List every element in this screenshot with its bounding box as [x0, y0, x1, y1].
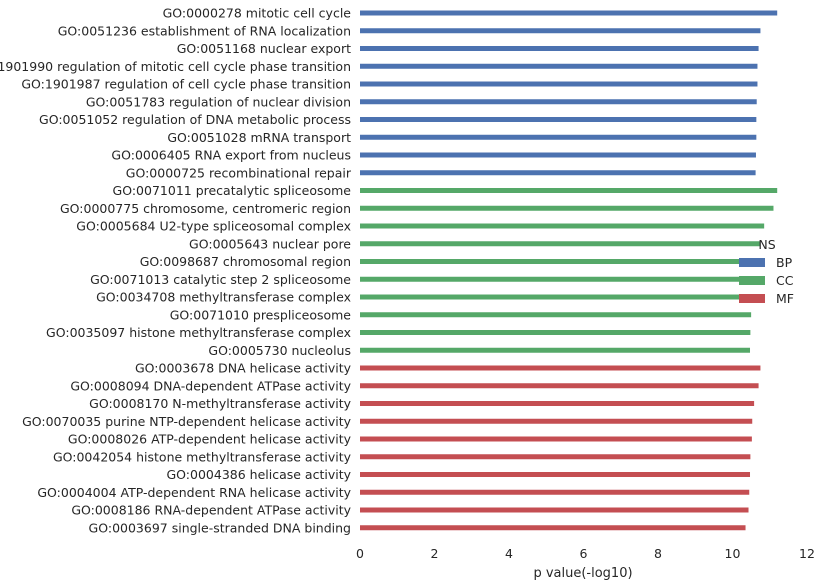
category-label-28: GO:0008186 RNA-dependent ATPase activity: [71, 503, 351, 518]
bar-14: [360, 259, 757, 264]
bar-18: [360, 330, 751, 335]
legend-swatch-mf: [739, 294, 765, 303]
bar-3: [360, 63, 758, 69]
x-axis-title: p value(-log10): [533, 566, 632, 581]
category-label-23: GO:0070035 purine NTP-dependent helicase…: [22, 414, 352, 429]
bar-27: [360, 489, 750, 495]
bars-group: [360, 10, 778, 531]
bar-22: [360, 401, 755, 406]
category-label-26: GO:0004386 helicase activity: [166, 467, 351, 482]
category-label-29: GO:0003697 single-stranded DNA binding: [89, 520, 351, 535]
category-label-16: GO:0034708 methyltransferase complex: [96, 290, 351, 305]
category-label-17: GO:0071010 prespliceosome: [170, 307, 352, 322]
legend-label-cc: CC: [776, 273, 794, 288]
category-label-22: GO:0008170 N-methyltransferase activity: [89, 396, 351, 411]
category-label-1: GO:0051236 establishment of RNA localiza…: [58, 23, 351, 38]
category-label-8: GO:0006405 RNA export from nucleus: [111, 148, 351, 163]
bar-5: [360, 99, 757, 105]
bar-26: [360, 472, 751, 477]
category-label-9: GO:0000725 recombinational repair: [126, 165, 352, 180]
category-label-24: GO:0008026 ATP-dependent helicase activi…: [68, 432, 352, 447]
category-label-7: GO:0051028 mRNA transport: [167, 130, 351, 145]
bar-4: [360, 81, 758, 87]
x-tick-label-2: 4: [505, 546, 513, 561]
x-tick-label-1: 2: [431, 546, 439, 561]
category-label-25: GO:0042054 histone methyltransferase act…: [53, 449, 352, 464]
category-label-0: GO:0000278 mitotic cell cycle: [163, 6, 352, 21]
bar-23: [360, 418, 753, 424]
x-tick-label-0: 0: [356, 546, 364, 561]
category-label-5: GO:0051783 regulation of nuclear divisio…: [86, 94, 351, 109]
bar-9: [360, 170, 756, 176]
bar-15: [360, 276, 755, 282]
legend-label-mf: MF: [776, 291, 794, 306]
bar-25: [360, 454, 751, 460]
bar-2: [360, 46, 759, 51]
bar-8: [360, 152, 756, 158]
category-label-3: GO:1901990 regulation of mitotic cell cy…: [0, 59, 351, 74]
legend: NS BP CC MF: [739, 237, 794, 306]
x-tick-label-3: 6: [580, 546, 588, 561]
bar-11: [360, 205, 774, 211]
bar-21: [360, 383, 759, 389]
x-tick-label-6: 12: [799, 546, 815, 561]
category-label-19: GO:0005730 nucleolus: [208, 343, 351, 358]
bar-13: [360, 241, 761, 247]
category-label-11: GO:0000775 chromosome, centromeric regio…: [60, 201, 351, 216]
bar-6: [360, 117, 757, 122]
x-tick-label-5: 10: [725, 546, 741, 561]
bar-0: [360, 10, 778, 16]
legend-title: NS: [758, 237, 775, 252]
category-label-13: GO:0005643 nuclear pore: [189, 236, 351, 251]
category-label-10: GO:0071011 precatalytic spliceosome: [113, 183, 352, 198]
legend-swatch-bp: [739, 258, 765, 267]
category-label-20: GO:0003678 DNA helicase activity: [135, 361, 352, 376]
bar-29: [360, 525, 746, 531]
category-label-15: GO:0071013 catalytic step 2 spliceosome: [90, 272, 351, 287]
bar-17: [360, 312, 752, 318]
bar-1: [360, 28, 761, 34]
bar-10: [360, 188, 778, 193]
category-label-27: GO:0004004 ATP-dependent RNA helicase ac…: [37, 485, 351, 500]
category-label-4: GO:1901987 regulation of cell cycle phas…: [21, 77, 351, 92]
category-label-21: GO:0008094 DNA-dependent ATPase activity: [70, 378, 351, 393]
category-labels-group: GO:0000278 mitotic cell cycle GO:0051236 …: [0, 6, 352, 536]
x-tick-labels-group: 0 2 4 6 8 10 12: [356, 546, 815, 561]
bar-16: [360, 294, 753, 300]
bar-12: [360, 223, 765, 229]
bar-19: [360, 347, 751, 353]
bar-7: [360, 134, 757, 140]
category-label-18: GO:0035097 histone methyltransferase com…: [46, 325, 351, 340]
category-label-2: GO:0051168 nuclear export: [177, 41, 351, 56]
bar-28: [360, 507, 749, 513]
category-label-12: GO:0005684 U2-type spliceosomal complex: [76, 219, 351, 234]
x-tick-label-4: 8: [654, 546, 662, 561]
bar-24: [360, 436, 752, 442]
legend-swatch-cc: [739, 276, 765, 285]
legend-label-bp: BP: [776, 255, 793, 270]
bar-20: [360, 365, 761, 371]
category-label-6: GO:0051052 regulation of DNA metabolic p…: [39, 112, 351, 127]
category-label-14: GO:0098687 chromosomal region: [140, 254, 351, 269]
